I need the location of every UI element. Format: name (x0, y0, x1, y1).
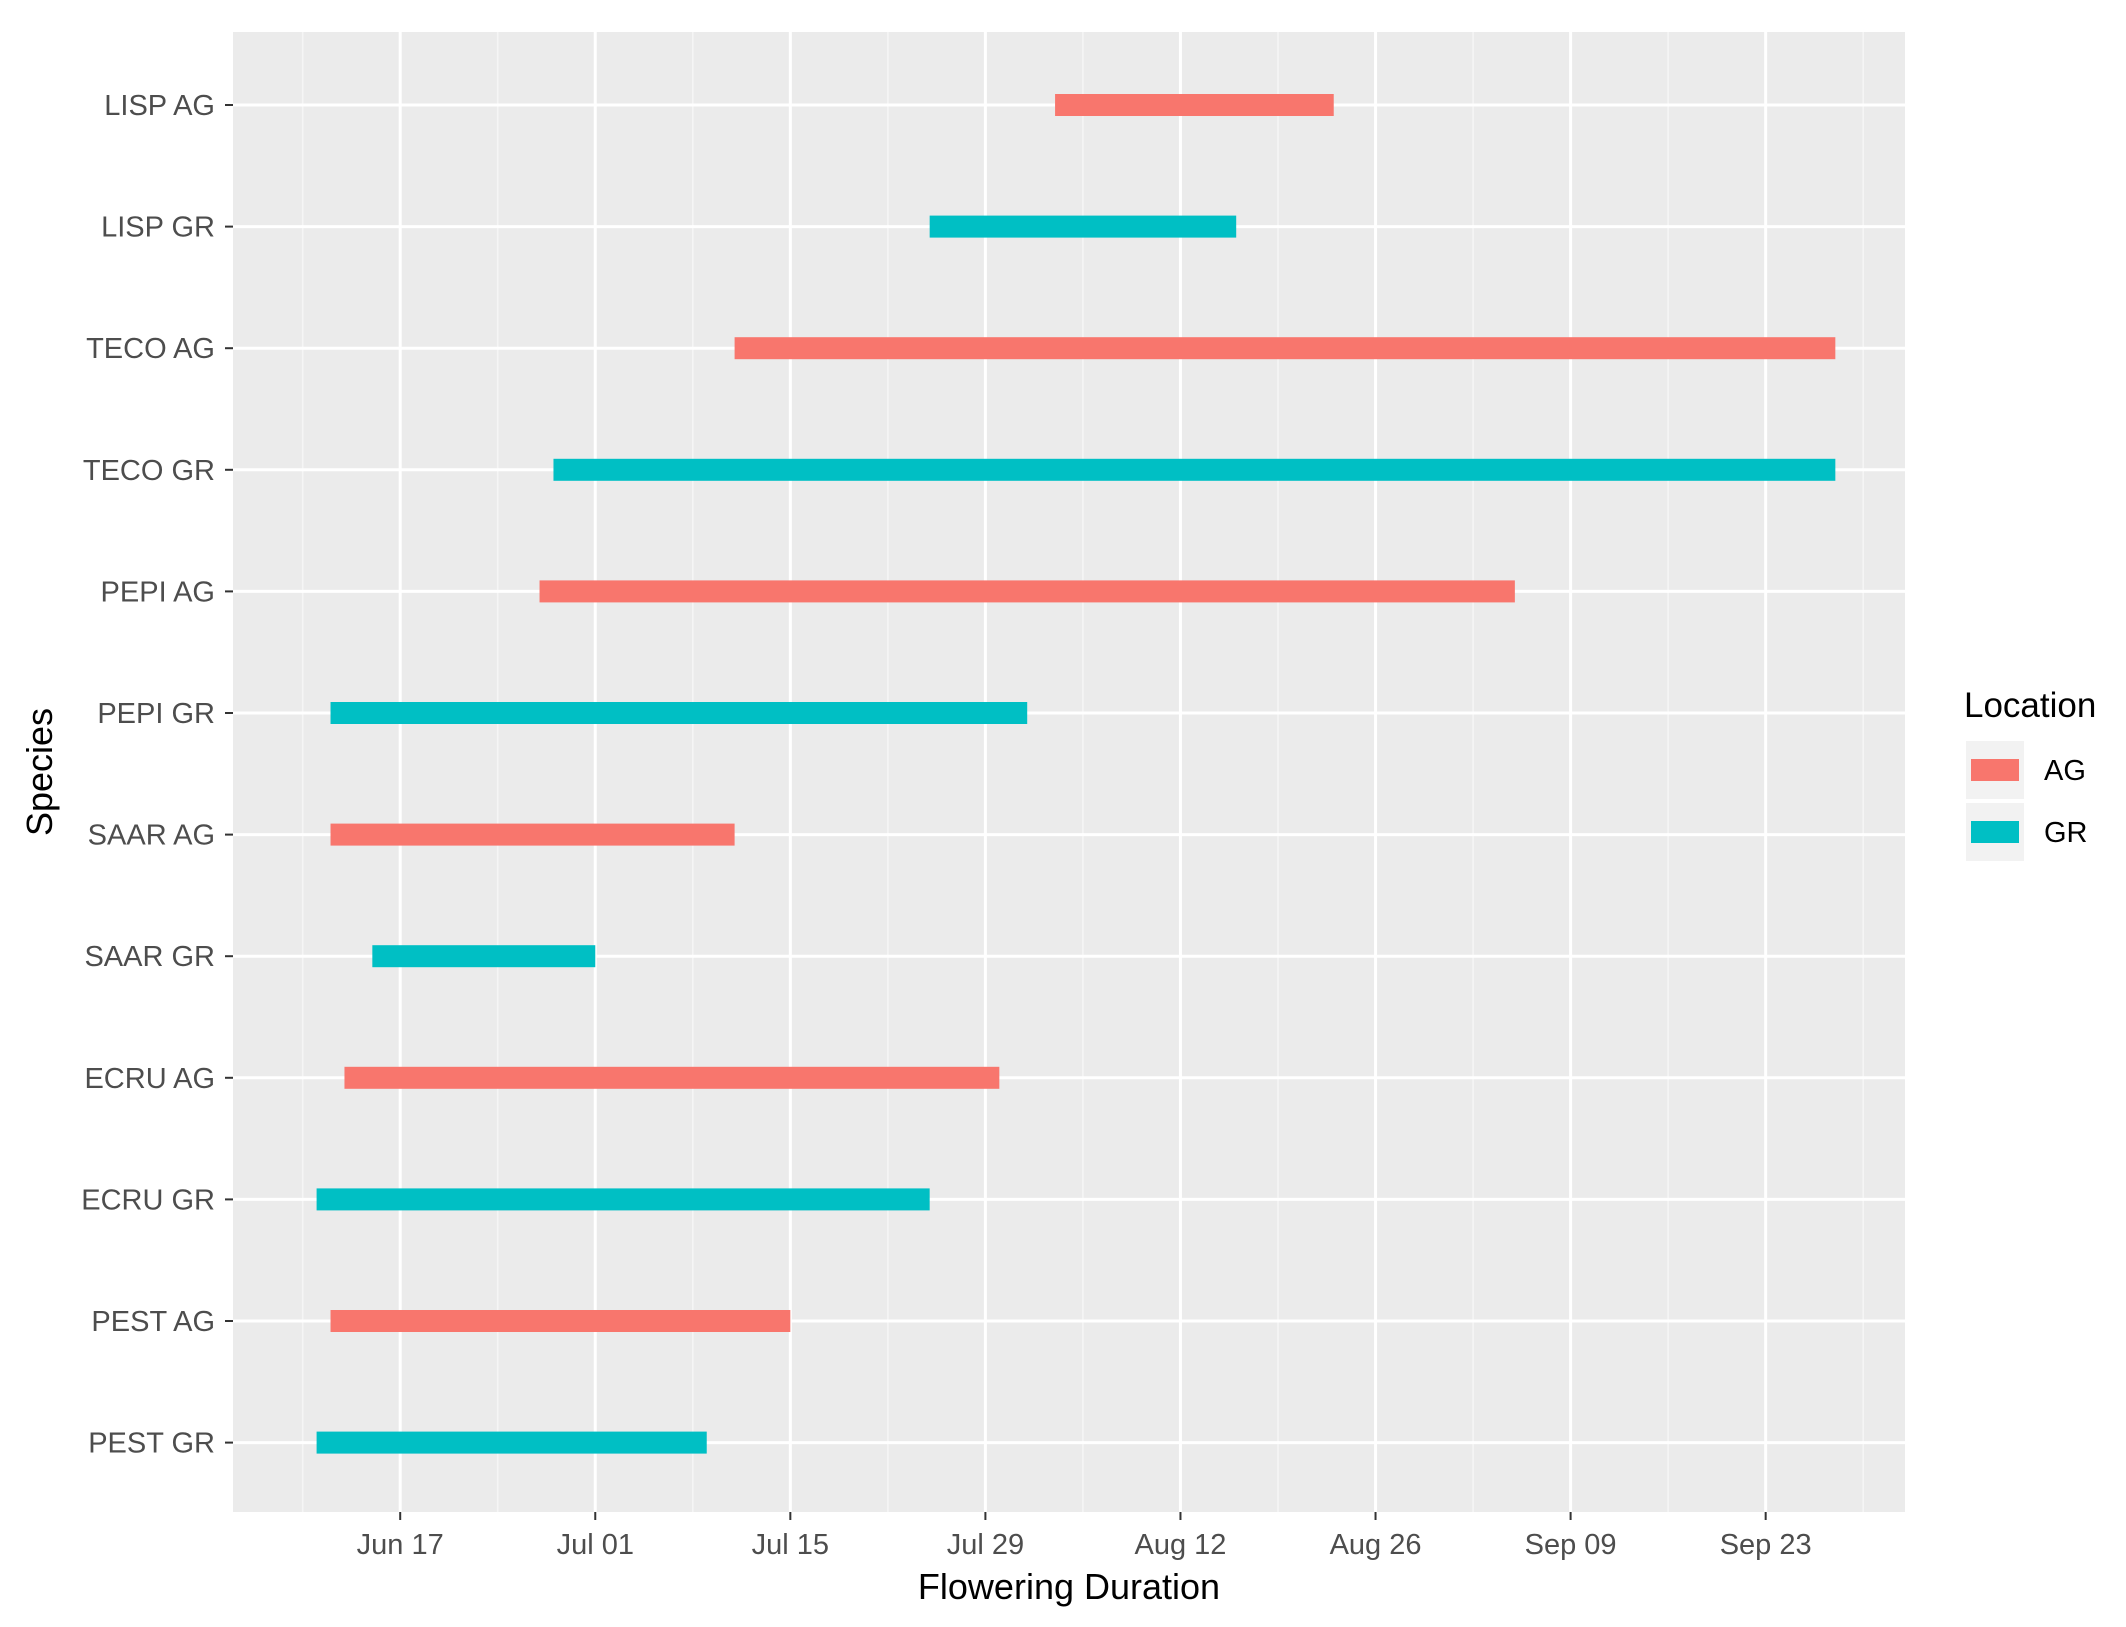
y-tick-label: TECO AG (86, 333, 215, 365)
duration-bar (316, 1188, 930, 1211)
y-tick-label: ECRU GR (81, 1184, 215, 1216)
x-tick-label: Aug 26 (1330, 1529, 1422, 1561)
x-tick-label: Jul 15 (752, 1529, 829, 1561)
y-tick-label: TECO GR (83, 455, 215, 487)
duration-bar (929, 215, 1237, 238)
duration-bar (734, 337, 1836, 360)
y-tick-label: LISP AG (104, 90, 215, 122)
legend-key-swatch (1971, 821, 2019, 843)
y-tick-label: PEPI GR (97, 698, 215, 730)
y-tick-label: PEPI AG (101, 576, 215, 608)
x-tick-label: Jul 29 (947, 1529, 1024, 1561)
y-axis-title: Species (19, 708, 60, 836)
duration-bar (344, 1066, 1000, 1089)
legend-entries: AG GR (1966, 741, 2088, 861)
duration-bar (1055, 94, 1334, 116)
duration-bar (330, 702, 1028, 724)
x-tick-label: Aug 12 (1135, 1529, 1227, 1561)
y-tick-label: PEST GR (88, 1428, 215, 1460)
duration-bar (330, 823, 735, 846)
y-tick-label: PEST AG (91, 1306, 215, 1338)
duration-bar (330, 1310, 791, 1332)
bars-layer (316, 94, 1836, 1454)
y-tick-label: ECRU AG (84, 1063, 215, 1095)
legend-title: Location (1964, 686, 2096, 725)
y-tick-label: SAAR GR (84, 941, 215, 973)
y-tick-label: LISP GR (101, 212, 215, 244)
x-axis-title: Flowering Duration (918, 1566, 1220, 1607)
y-axis: LISP AG LISP GR TECO AG TECO GR PEPI AG PEPI … (81, 90, 233, 1460)
duration-bar (316, 1431, 707, 1454)
x-tick-label: Jun 17 (357, 1529, 444, 1561)
legend-label: AG (2044, 755, 2086, 787)
x-tick-label: Sep 23 (1720, 1529, 1812, 1561)
x-axis: Jun 17 Jul 01 Jul 15 Jul 29 Aug 12 Aug 26 Sep … (357, 1512, 1812, 1561)
duration-bar (372, 945, 596, 968)
x-tick-label: Jul 01 (557, 1529, 634, 1561)
y-tick-label: SAAR AG (88, 820, 215, 852)
duration-bar (539, 580, 1515, 603)
legend-label: GR (2044, 817, 2088, 849)
legend: Location AG GR (1964, 686, 2096, 861)
plot-panel (233, 32, 1905, 1512)
duration-bar (553, 458, 1836, 481)
legend-key-swatch (1971, 759, 2019, 781)
x-tick-label: Sep 09 (1525, 1529, 1617, 1561)
